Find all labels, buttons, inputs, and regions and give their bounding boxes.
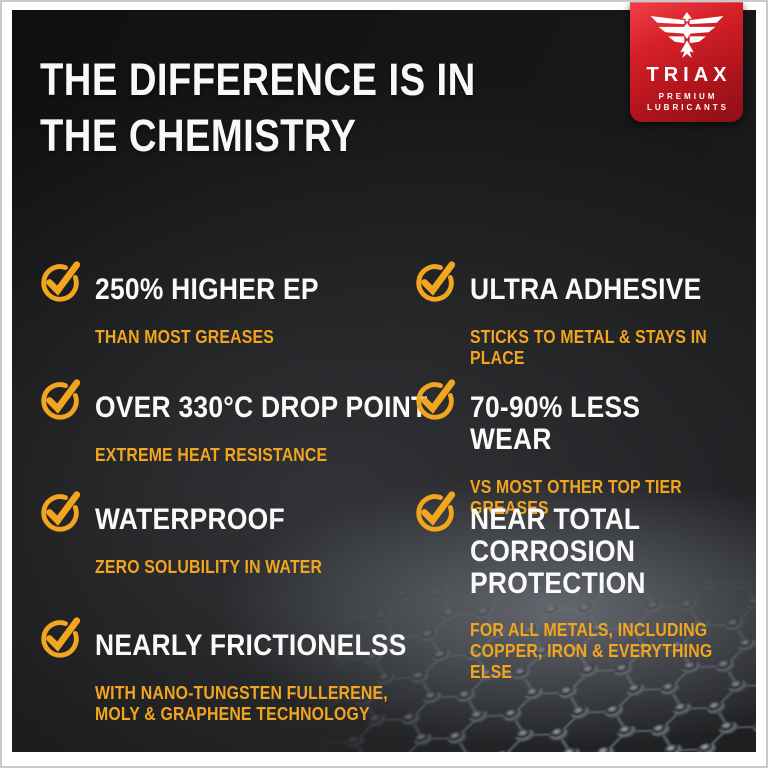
feature-title: ULTRA ADHESIVE bbox=[470, 273, 702, 306]
check-circle-icon bbox=[41, 261, 81, 302]
feature-higher-ep: 250% HIGHER EP THAN MOST GREASES bbox=[37, 258, 349, 366]
feature-title: 70-90% LESS WEAR bbox=[470, 391, 641, 456]
check-circle-icon bbox=[41, 617, 81, 658]
brand-tagline-lubricants: LUBRICANTS bbox=[647, 103, 729, 112]
graphene-lattice-graphic bbox=[316, 572, 756, 752]
page-title: THE DIFFERENCE IS IN THE CHEMISTRY bbox=[40, 54, 476, 161]
eagle-icon bbox=[650, 12, 723, 58]
feature-text: WATERPROOF ZERO SOLUBILITY IN WATER bbox=[95, 486, 322, 596]
feature-subtitle: THAN MOST GREASES bbox=[95, 326, 275, 347]
feature-subtitle: STICKS TO METAL & STAYS IN PLACE bbox=[470, 326, 707, 368]
feature-text: OVER 330°C DROP POINT EXTREME HEAT RESIS… bbox=[95, 374, 428, 484]
check-circle-icon bbox=[416, 261, 456, 302]
check-circle-icon bbox=[41, 491, 81, 532]
feature-less-wear: 70-90% LESS WEAR VS MOST OTHER TOP TIER … bbox=[412, 376, 756, 537]
feature-corrosion-protection: NEAR TOTAL CORROSION PROTECTION FOR ALL … bbox=[412, 488, 756, 702]
brand-tagline-premium: PREMIUM bbox=[658, 92, 718, 101]
feature-title: OVER 330°C DROP POINT bbox=[95, 391, 428, 424]
feature-title: 250% HIGHER EP bbox=[95, 273, 319, 306]
check-circle-icon bbox=[41, 379, 81, 420]
feature-title: NEARLY FRICTIONELSS bbox=[95, 629, 407, 662]
feature-subtitle: FOR ALL METALS, INCLUDING COPPER, IRON &… bbox=[470, 620, 713, 683]
feature-text: 70-90% LESS WEAR VS MOST OTHER TOP TIER … bbox=[470, 374, 722, 537]
feature-text: NEAR TOTAL CORROSION PROTECTION FOR ALL … bbox=[470, 486, 722, 702]
feature-text: 250% HIGHER EP THAN MOST GREASES bbox=[95, 256, 319, 366]
feature-drop-point: OVER 330°C DROP POINT EXTREME HEAT RESIS… bbox=[37, 376, 473, 484]
feature-text: ULTRA ADHESIVE STICKS TO METAL & STAYS I… bbox=[470, 256, 722, 387]
brand-name: TRIAX bbox=[646, 64, 732, 86]
feature-text: NEARLY FRICTIONELSS WITH NANO-TUNGSTEN F… bbox=[95, 612, 407, 743]
feature-frictionless: NEARLY FRICTIONELSS WITH NANO-TUNGSTEN F… bbox=[37, 614, 449, 743]
feature-subtitle: ZERO SOLUBILITY IN WATER bbox=[95, 556, 323, 577]
feature-ultra-adhesive: ULTRA ADHESIVE STICKS TO METAL & STAYS I… bbox=[412, 258, 756, 387]
feature-waterproof: WATERPROOF ZERO SOLUBILITY IN WATER bbox=[37, 488, 353, 596]
feature-title: WATERPROOF bbox=[95, 503, 285, 536]
poster-panel: THE DIFFERENCE IS IN THE CHEMISTRY 250% … bbox=[12, 10, 756, 752]
brand-logo: TRIAX PREMIUM LUBRICANTS bbox=[630, 2, 743, 122]
feature-subtitle: EXTREME HEAT RESISTANCE bbox=[95, 444, 328, 465]
feature-subtitle: WITH NANO-TUNGSTEN FULLERENE, MOLY & GRA… bbox=[95, 682, 388, 724]
feature-title: NEAR TOTAL CORROSION PROTECTION bbox=[470, 503, 646, 600]
feature-subtitle: VS MOST OTHER TOP TIER GREASES bbox=[470, 476, 682, 518]
check-circle-icon bbox=[416, 379, 456, 420]
check-circle-icon bbox=[416, 491, 456, 532]
